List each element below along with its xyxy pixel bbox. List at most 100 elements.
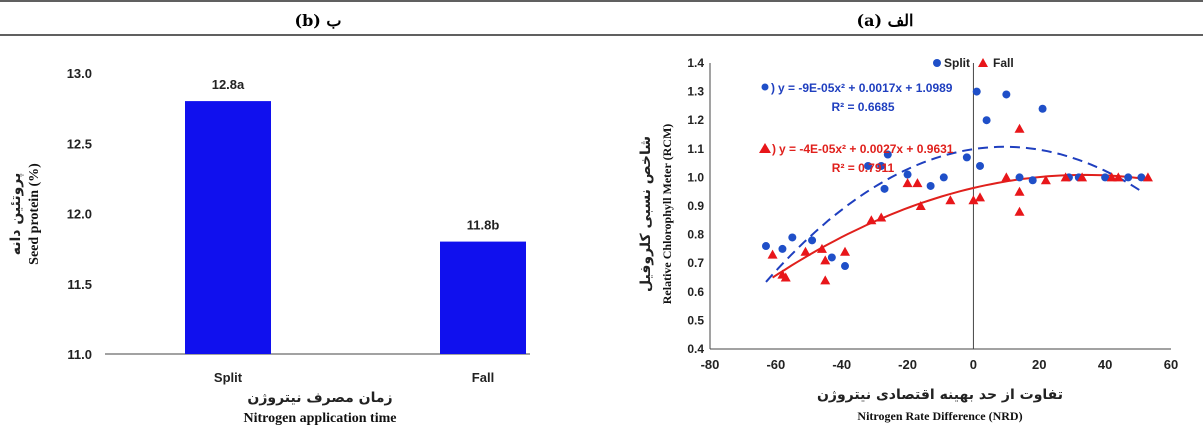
point-fall	[820, 255, 831, 265]
bar-y-tick: 13.0	[67, 66, 92, 81]
point-split	[880, 184, 889, 193]
point-split	[808, 236, 817, 245]
point-fall	[945, 195, 956, 205]
point-fall	[876, 212, 887, 222]
point-split	[982, 116, 991, 125]
panel-label-b: (b) ب	[295, 11, 342, 30]
legend-fall-marker	[978, 58, 988, 67]
point-fall	[816, 243, 827, 253]
eq-fall-marker	[759, 143, 771, 153]
point-split	[1101, 173, 1110, 182]
point-fall	[1113, 172, 1124, 182]
point-fall	[840, 246, 851, 256]
scatter-y-tick: 0.8	[687, 228, 704, 242]
point-fall	[915, 201, 926, 210]
scatter-x-label-fa: تفاوت از حد بهینه اقتصادی نیتروژن	[817, 387, 1063, 403]
scatter-y-tick: 0.7	[687, 256, 704, 270]
scatter-x-tick: 60	[1164, 357, 1178, 372]
bar-data-label: 11.8b	[467, 218, 500, 233]
bar-y-tick: 12.0	[67, 207, 92, 222]
scatter-y-tick: 1.0	[687, 170, 704, 184]
point-fall	[767, 249, 778, 259]
point-fall	[1106, 172, 1117, 182]
point-fall	[1142, 172, 1153, 182]
scatter-x-tick: 40	[1098, 357, 1112, 372]
scatter-chart: -80 -60 -40 -20 0 20 40 60 0.4 0.5 0.6 0.7 0.8 0.9 1.…	[638, 56, 1178, 423]
scatter-x-tick: -60	[766, 357, 785, 372]
point-fall	[1014, 186, 1025, 196]
point-split	[1028, 176, 1037, 185]
point-split	[864, 161, 873, 170]
point-split	[841, 262, 850, 271]
scatter-y-tick: 1.2	[687, 113, 704, 127]
bar-split	[185, 101, 271, 354]
eq-split-marker	[761, 83, 769, 91]
point-fall	[1001, 172, 1012, 182]
bar-data-label: 12.8a	[212, 77, 245, 92]
bar-fall	[440, 241, 526, 354]
scatter-y-tick: 0.9	[687, 199, 704, 213]
bar-y-tick-labels: 11.0 11.5 12.0 12.5 13.0	[67, 66, 92, 362]
bar-category-label: Split	[214, 370, 243, 385]
scatter-y-tick: 1.1	[687, 142, 704, 156]
eq-split-paren: )	[771, 81, 775, 95]
scatter-x-tick: -20	[898, 357, 917, 372]
scatter-legend: Split Fall	[933, 56, 1014, 70]
point-split	[877, 161, 886, 170]
point-split	[761, 242, 770, 251]
scatter-y-tick-labels: 0.4 0.5 0.6 0.7 0.8 0.9 1.0 1.1 1.2 1.3 1.4	[687, 56, 704, 356]
scatter-y-tick: 1.3	[687, 85, 704, 99]
scatter-y-label-fa: شاخص نسبی کلروفیل	[638, 136, 654, 292]
point-split	[976, 161, 985, 170]
scatter-y-tick: 0.4	[687, 342, 704, 356]
eq-split-text: y = -9E-05x² + 0.0017x + 1.0989	[778, 81, 953, 95]
point-fall	[912, 178, 923, 188]
legend-fall-label: Fall	[993, 56, 1014, 70]
point-fall	[975, 192, 986, 202]
point-split	[926, 181, 935, 190]
scatter-x-tick: 20	[1032, 357, 1046, 372]
point-split	[939, 173, 948, 182]
point-fall	[800, 246, 811, 256]
scatter-x-tick-labels: -80 -60 -40 -20 0 20 40 60	[701, 357, 1179, 372]
point-split	[1137, 173, 1146, 182]
point-fall	[1077, 172, 1088, 182]
point-split	[1038, 104, 1047, 113]
point-split	[1015, 173, 1024, 182]
point-split	[903, 170, 912, 179]
point-split	[962, 153, 971, 162]
bar-category-label: Fall	[472, 370, 494, 385]
eq-fall-r2: R² = 0.7911	[832, 161, 895, 175]
bar-y-label-en: Seed protein (%)	[27, 163, 42, 265]
point-fall	[1040, 175, 1051, 185]
eq-split-r2: R² = 0.6685	[831, 100, 894, 114]
scatter-x-tick: -80	[701, 357, 720, 372]
point-fall	[1014, 123, 1025, 133]
scatter-y-label-en: Relative Chlorophyll Meter (RCM)	[660, 124, 674, 305]
bar-chart: 11.0 11.5 12.0 12.5 13.0 12.8a 11.8b Split Fal…	[8, 66, 530, 426]
point-fall	[1014, 206, 1025, 216]
scatter-x-label-en: Nitrogen Rate Difference (NRD)	[857, 409, 1022, 423]
bar-bars	[185, 101, 526, 354]
point-split	[788, 233, 797, 242]
eq-fall-text: y = -4E-05x² + 0.0027x + 0.9631	[779, 142, 954, 156]
point-split	[1002, 90, 1011, 99]
point-split	[827, 253, 836, 262]
scatter-y-tick: 0.5	[687, 313, 704, 327]
trendline-fall	[772, 173, 1149, 279]
eq-fall-paren: )	[772, 142, 776, 156]
scatter-points	[761, 87, 1153, 285]
bar-x-label-en: Nitrogen application time	[244, 411, 397, 426]
point-fall	[780, 272, 791, 282]
point-fall	[902, 178, 913, 188]
point-split	[778, 244, 787, 253]
trendline-annotations: ) y = -9E-05x² + 0.0017x + 1.0989 R² = 0…	[759, 81, 954, 175]
legend-split-label: Split	[944, 56, 970, 70]
point-fall	[1060, 172, 1071, 182]
bar-x-label-fa: زمان مصرف نیتروژن	[247, 390, 392, 406]
point-fall	[820, 275, 831, 285]
bar-y-tick: 11.0	[67, 347, 92, 362]
bar-category-labels: Split Fall	[214, 370, 494, 385]
scatter-y-tick: 1.4	[687, 56, 704, 70]
